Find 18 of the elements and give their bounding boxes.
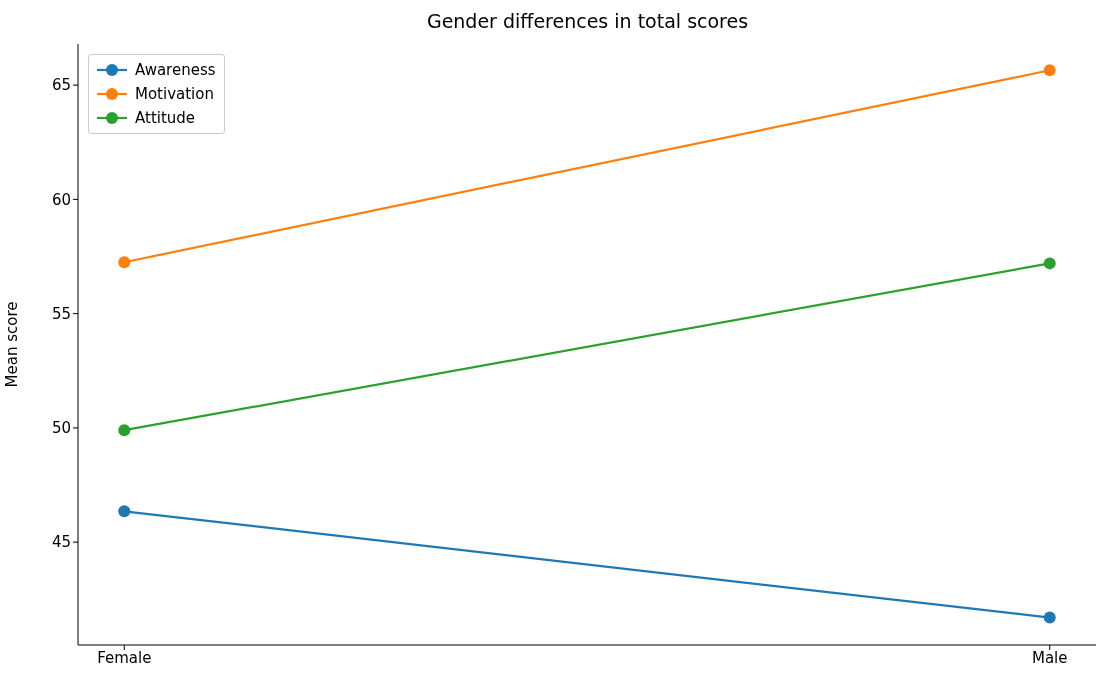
x-tick-label: Female: [97, 648, 152, 667]
y-tick-label: 45: [51, 533, 71, 552]
y-tick-label: 55: [51, 304, 71, 323]
y-tick-label: 50: [51, 419, 71, 438]
y-axis-title: Mean score: [3, 301, 22, 388]
y-tick-label: 65: [51, 76, 71, 95]
point: [118, 505, 131, 518]
point: [118, 256, 131, 269]
point: [118, 424, 131, 437]
y-tick-label: 60: [51, 190, 71, 209]
legend-label: Motivation: [135, 84, 214, 105]
legend-label: Attitude: [135, 108, 196, 129]
legend-label: Awareness: [135, 60, 216, 81]
point: [1043, 257, 1056, 270]
chart-title: Gender differences in total scores: [425, 10, 750, 32]
point: [1043, 611, 1056, 624]
point: [1043, 64, 1056, 77]
x-tick-label: Male: [1031, 648, 1068, 667]
